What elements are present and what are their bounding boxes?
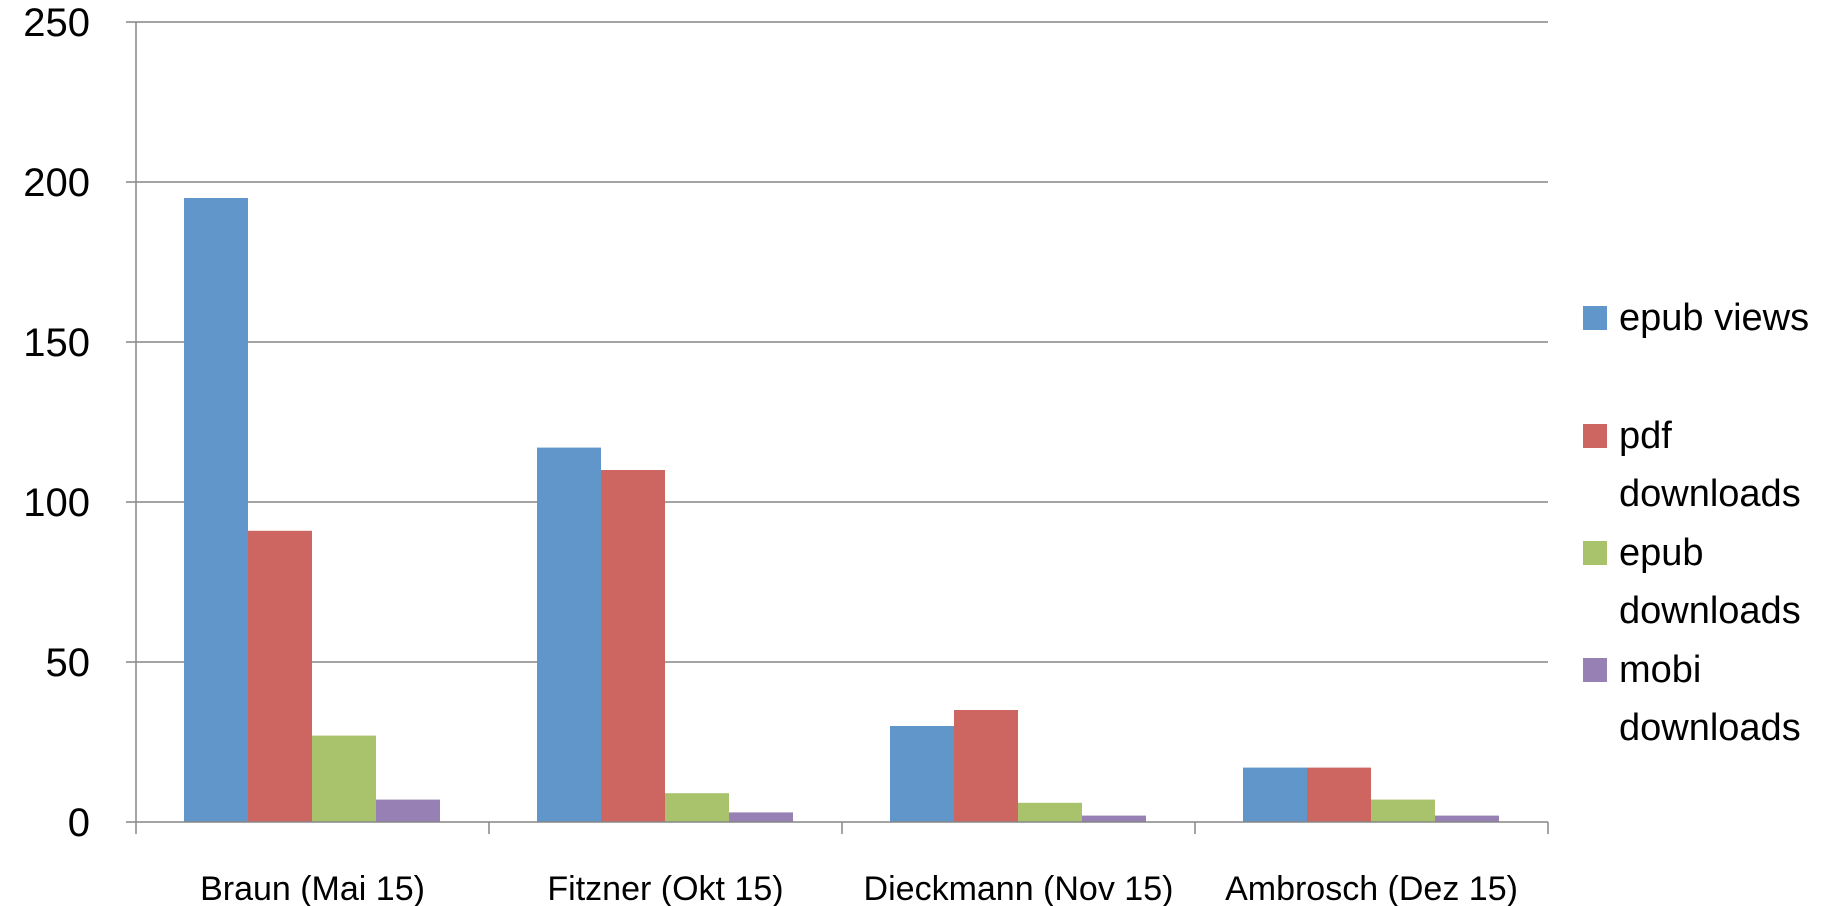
bar-pdf-downloads xyxy=(248,530,312,822)
bar-mobi-downloads xyxy=(1435,815,1499,822)
bar-epub-views xyxy=(537,447,601,822)
bar-mobi-downloads xyxy=(1082,815,1146,822)
y-tick-label: 100 xyxy=(23,481,90,525)
y-tick-labels: 0 50 100 150 200 250 xyxy=(23,1,90,845)
legend-label: epub xyxy=(1619,532,1704,574)
bar-pdf-downloads xyxy=(954,710,1018,822)
x-tick-label: Fitzner (Okt 15) xyxy=(547,870,783,906)
bar-mobi-downloads xyxy=(729,812,793,822)
y-tick-label: 150 xyxy=(23,321,90,365)
bar-epub-views xyxy=(890,726,954,822)
bar-mobi-downloads xyxy=(376,799,440,822)
bar-epub-downloads xyxy=(312,735,376,822)
legend-swatch xyxy=(1583,658,1607,682)
bar-epub-views xyxy=(1243,767,1307,822)
gridlines xyxy=(136,21,1548,663)
bar-epub-downloads xyxy=(665,793,729,822)
bar-pdf-downloads xyxy=(1307,767,1371,822)
bar-epub-views xyxy=(184,198,248,822)
x-tick-label: Ambrosch (Dez 15) xyxy=(1225,870,1518,906)
legend-swatch xyxy=(1583,306,1607,330)
legend-label: mobi xyxy=(1619,649,1701,691)
x-tick-label: Dieckmann (Nov 15) xyxy=(864,870,1174,906)
legend: epub views pdf downloads epub downloads mobi d… xyxy=(1583,297,1809,749)
legend-label: downloads xyxy=(1619,590,1801,632)
bar-pdf-downloads xyxy=(601,470,665,822)
legend-label: pdf xyxy=(1619,415,1672,457)
legend-label: downloads xyxy=(1619,707,1801,749)
y-tick-label: 0 xyxy=(68,801,90,845)
x-tick-label: Braun (Mai 15) xyxy=(200,870,425,906)
legend-label: epub views xyxy=(1619,297,1809,339)
legend-swatch xyxy=(1583,541,1607,565)
bars xyxy=(184,198,1499,822)
legend-label: downloads xyxy=(1619,473,1801,515)
axes xyxy=(126,21,1549,834)
legend-swatch xyxy=(1583,424,1607,448)
x-tick-labels: Braun (Mai 15) Fitzner (Okt 15) Dieckmann … xyxy=(200,870,1518,906)
y-tick-label: 250 xyxy=(23,1,90,45)
bar-epub-downloads xyxy=(1018,802,1082,822)
y-tick-label: 50 xyxy=(46,641,91,685)
y-tick-label: 200 xyxy=(23,161,90,205)
bar-epub-downloads xyxy=(1371,799,1435,822)
